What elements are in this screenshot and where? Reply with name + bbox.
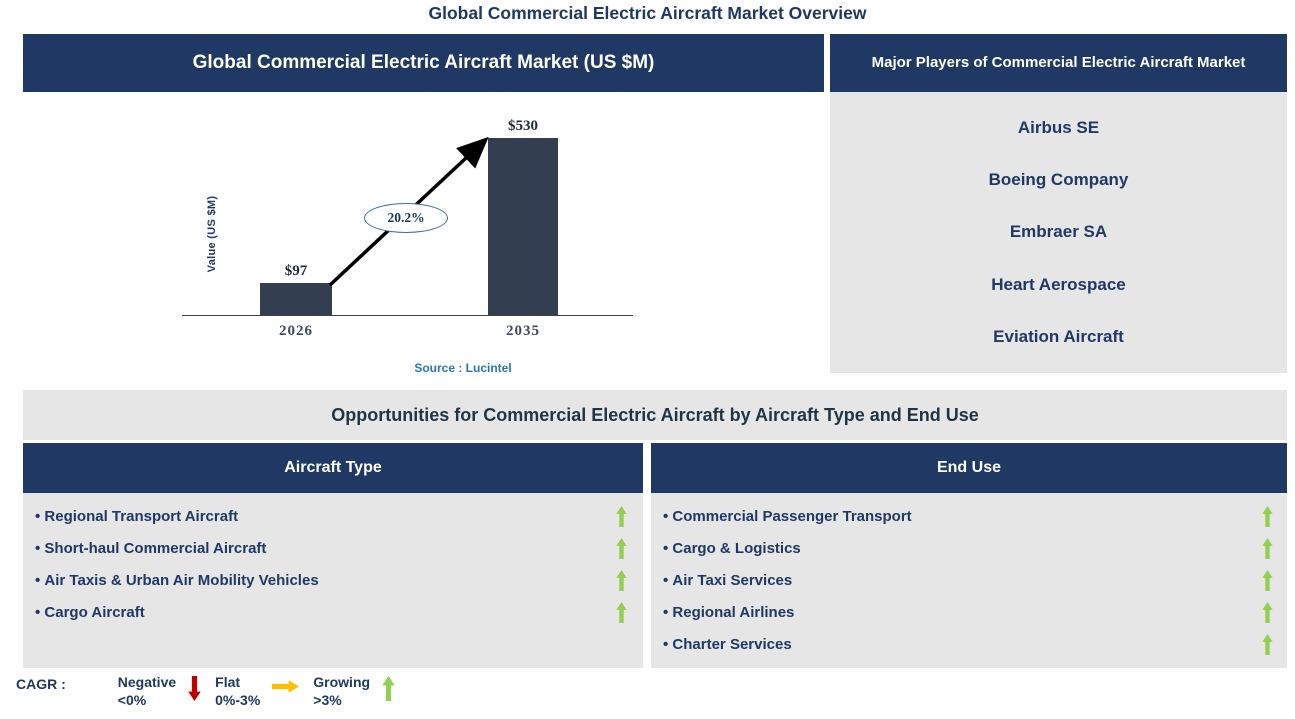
up-arrow-icon (616, 505, 627, 527)
legend-entry-growing: Growing >3% (313, 674, 409, 709)
list-item: Short-haul Commercial Aircraft (35, 532, 627, 564)
bar-value-label: $530 (508, 118, 538, 134)
list-item: Regional Transport Aircraft (35, 500, 627, 532)
x-tick-2026: 2026 (279, 323, 313, 339)
list-item-label: Commercial Passenger Transport (663, 508, 1262, 525)
list-item-label: Air Taxis & Urban Air Mobility Vehicles (35, 572, 616, 589)
up-arrow-icon (1262, 633, 1273, 655)
bar-2026: $97 (260, 263, 332, 315)
cagr-badge: 20.2% (364, 203, 448, 233)
legend-name: Flat (215, 674, 241, 690)
end-use-list: Commercial Passenger Transport Cargo & L… (651, 493, 1287, 668)
right-arrow-icon (272, 676, 300, 693)
bar-value-label: $97 (284, 263, 308, 279)
market-chart-header: Global Commercial Electric Aircraft Mark… (23, 34, 824, 92)
legend-title: CAGR : (16, 676, 66, 692)
list-item: Regional Airlines (663, 596, 1273, 628)
player-name: Boeing Company (988, 170, 1129, 190)
up-arrow-icon (616, 569, 627, 591)
list-item: Air Taxis & Urban Air Mobility Vehicles (35, 564, 627, 596)
legend-name: Growing (313, 674, 371, 690)
page-title: Global Commercial Electric Aircraft Mark… (428, 3, 867, 23)
growth-trend-arrow-icon (328, 136, 489, 287)
list-item: Cargo Aircraft (35, 596, 627, 628)
legend-entry-flat: Flat 0%-3% (215, 674, 313, 709)
list-item-label: Regional Transport Aircraft (35, 508, 616, 525)
list-item-label: Cargo Aircraft (35, 604, 616, 621)
list-item-label: Short-haul Commercial Aircraft (35, 540, 616, 557)
aircraft-type-list: Regional Transport Aircraft Short-haul C… (23, 493, 643, 668)
cagr-legend: CAGR : Negative <0% Flat 0%-3% Growing >… (16, 674, 409, 709)
down-arrow-icon (188, 676, 201, 701)
source-note: Source : Lucintel (414, 361, 512, 375)
up-arrow-icon (1262, 601, 1273, 623)
opportunities-title: Opportunities for Commercial Electric Ai… (23, 390, 1287, 440)
up-arrow-icon (1262, 569, 1273, 591)
list-item-label: Cargo & Logistics (663, 540, 1262, 557)
up-arrow-icon (616, 601, 627, 623)
up-arrow-icon (1262, 537, 1273, 559)
list-item: Commercial Passenger Transport (663, 500, 1273, 532)
major-players-list: Airbus SE Boeing Company Embraer SA Hear… (830, 92, 1287, 373)
market-bar-chart: Value (US $M) $97 $530 2026 2035 20.2% S… (23, 92, 824, 378)
list-item-label: Charter Services (663, 636, 1262, 653)
major-players-header: Major Players of Commercial Electric Air… (830, 34, 1287, 92)
list-item: Cargo & Logistics (663, 532, 1273, 564)
player-name: Eviation Aircraft (993, 326, 1124, 346)
up-arrow-icon (616, 537, 627, 559)
list-item: Air Taxi Services (663, 564, 1273, 596)
player-name: Heart Aerospace (991, 274, 1126, 294)
legend-name: Negative (117, 674, 177, 690)
player-name: Airbus SE (1017, 118, 1100, 138)
legend-range: <0% (117, 691, 147, 708)
legend-entry-negative: Negative <0% (118, 674, 215, 709)
list-item-label: Regional Airlines (663, 604, 1262, 621)
end-use-header: End Use (651, 443, 1287, 493)
legend-range: >3% (313, 691, 342, 708)
aircraft-type-header: Aircraft Type (23, 443, 643, 493)
bar-2035: $530 (488, 118, 558, 315)
list-item-label: Air Taxi Services (663, 572, 1262, 589)
list-item: Charter Services (663, 628, 1273, 660)
x-axis-line (182, 315, 633, 316)
x-tick-2035: 2035 (506, 323, 540, 339)
up-arrow-icon (1262, 505, 1273, 527)
up-arrow-icon (382, 676, 395, 701)
player-name: Embraer SA (1009, 222, 1108, 242)
legend-range: 0%-3% (215, 691, 261, 708)
